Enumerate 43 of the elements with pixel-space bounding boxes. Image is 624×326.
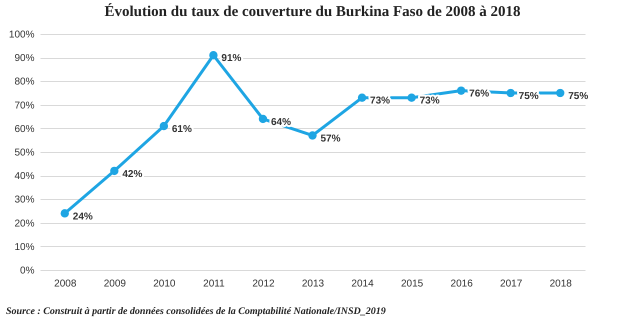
data-label: 24% — [72, 211, 93, 222]
point — [160, 122, 168, 130]
data-label: 42% — [122, 168, 142, 180]
point — [407, 94, 416, 102]
point — [308, 131, 317, 140]
y-tick-label: 70% — [14, 100, 35, 112]
point — [60, 209, 69, 218]
point — [258, 114, 268, 124]
point — [358, 94, 366, 102]
source-note: Source : Construit à partir de données consolidées de la Comptabilité Nationale/INSD_2019 — [6, 306, 387, 317]
data-label: 91% — [221, 53, 242, 64]
y-tick-label: 20% — [14, 218, 35, 230]
data-label: 61% — [172, 124, 192, 136]
point — [110, 166, 118, 176]
y-tick-label: 0% — [20, 266, 35, 276]
y-tick-label: 60% — [14, 124, 35, 135]
x-tick-label: 2016 — [450, 278, 474, 290]
data-label: 75% — [568, 91, 588, 102]
x-tick-label: 2012 — [252, 278, 276, 290]
x-tick-label: 2008 — [54, 278, 77, 290]
y-tick-label: 40% — [14, 171, 35, 182]
point — [456, 86, 466, 95]
x-tick-label: 2017 — [500, 278, 523, 290]
chart-title: Évolution du taux de couverture du Burkina Faso de 2008 à 2018 — [104, 3, 521, 20]
x-tick-label: 2015 — [400, 278, 424, 290]
y-tick-label: 30% — [14, 194, 35, 206]
y-tick-label: 90% — [14, 53, 35, 64]
y-tick-label: 50% — [14, 148, 35, 158]
y-tick-label: 100% — [8, 30, 35, 40]
y-tick-label: 10% — [14, 242, 35, 253]
x-tick-label: 2013 — [302, 278, 325, 290]
x-tick-label: 2018 — [550, 278, 572, 290]
data-label: 73% — [420, 96, 440, 107]
y-tick-label: 80% — [14, 76, 35, 88]
x-tick-label: 2010 — [153, 278, 176, 290]
x-tick-label: 2009 — [104, 278, 126, 290]
point — [506, 88, 515, 98]
point — [209, 51, 218, 60]
data-label: 75% — [518, 91, 539, 102]
data-label: 57% — [320, 133, 341, 144]
x-tick-label: 2011 — [203, 278, 226, 290]
point — [556, 88, 564, 98]
x-tick-label: 2014 — [351, 278, 374, 290]
